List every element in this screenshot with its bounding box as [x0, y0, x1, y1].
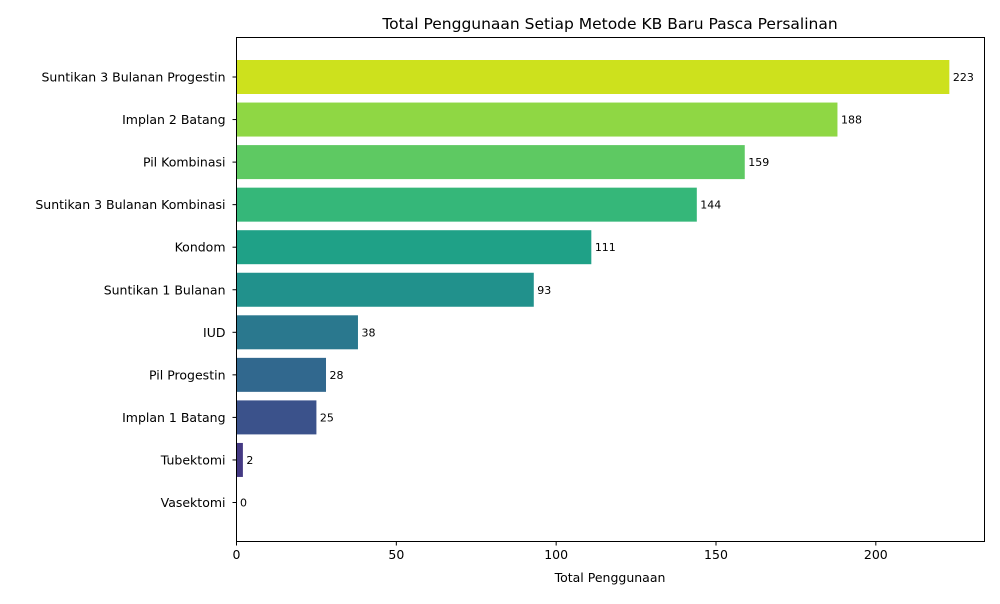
x-tick-label: 200	[864, 547, 888, 562]
x-tick-label: 50	[388, 547, 404, 562]
bar-value-label: 28	[330, 369, 344, 382]
bar-value-label: 188	[841, 114, 862, 127]
y-tick-label: Pil Kombinasi	[143, 155, 226, 170]
bar-value-label: 159	[748, 156, 769, 169]
chart-title: Total Penggunaan Setiap Metode KB Baru P…	[381, 15, 837, 33]
x-tick-label: 150	[704, 547, 728, 562]
bar	[236, 357, 327, 392]
y-tick-label: Suntikan 3 Bulanan Progestin	[41, 70, 225, 85]
bar-value-label: 0	[240, 497, 247, 510]
y-tick-label: Pil Progestin	[149, 367, 225, 382]
bar	[236, 102, 838, 137]
bar-value-label: 144	[700, 199, 721, 212]
bar	[236, 442, 243, 477]
bar-value-label: 25	[320, 411, 334, 424]
x-tick-label: 0	[233, 547, 241, 562]
bar	[236, 230, 592, 265]
bar	[236, 272, 534, 307]
x-axis-label: Total Penggunaan	[554, 570, 666, 585]
y-tick-label: Vasektomi	[161, 495, 226, 510]
bar-value-label: 93	[537, 284, 551, 297]
y-tick-label: Implan 1 Batang	[122, 410, 225, 425]
bar-value-label: 223	[953, 71, 974, 84]
y-tick-label: Suntikan 3 Bulanan Kombinasi	[35, 197, 225, 212]
y-tick-label: Suntikan 1 Bulanan	[104, 282, 226, 297]
bar-value-label: 111	[595, 241, 616, 254]
bar	[236, 60, 950, 94]
y-tick-label: Tubektomi	[160, 452, 226, 467]
x-tick-label: 100	[544, 547, 568, 562]
plot-frame	[236, 37, 985, 542]
bar	[236, 145, 745, 180]
y-tick-label: IUD	[203, 325, 225, 340]
bar-value-label: 38	[361, 326, 375, 339]
bar	[236, 187, 697, 222]
bar	[236, 400, 317, 435]
bar	[236, 315, 358, 350]
bar-value-label: 2	[246, 454, 253, 467]
y-tick-label: Kondom	[175, 240, 226, 255]
y-tick-label: Implan 2 Batang	[122, 112, 225, 127]
